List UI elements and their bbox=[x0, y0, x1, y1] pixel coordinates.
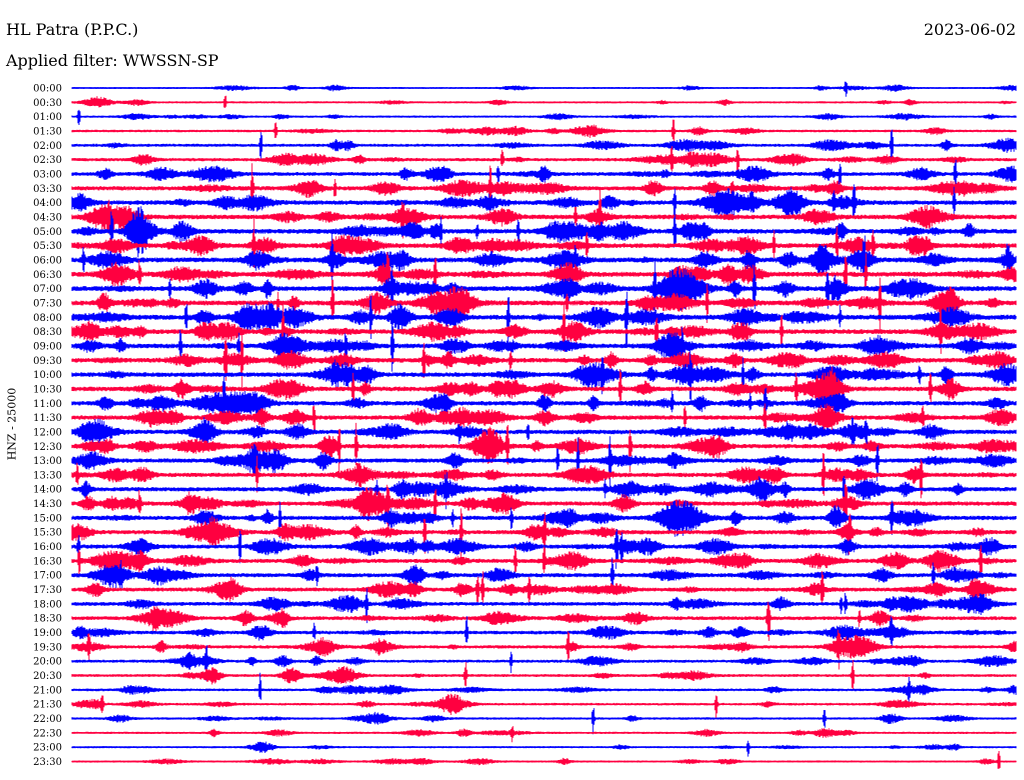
row-time-label: 01:00 bbox=[33, 112, 62, 123]
row-time-label: 11:30 bbox=[33, 413, 62, 424]
row-time-label: 05:30 bbox=[33, 241, 62, 252]
row-time-label: 08:30 bbox=[33, 327, 62, 338]
row-time-label: 17:30 bbox=[33, 585, 62, 596]
row-time-label: 07:00 bbox=[33, 284, 62, 295]
row-time-label: 03:00 bbox=[33, 169, 62, 180]
row-time-label: 22:30 bbox=[33, 728, 62, 739]
trace-row bbox=[71, 751, 1017, 769]
row-time-label: 20:00 bbox=[33, 657, 62, 668]
row-time-label: 08:00 bbox=[33, 313, 62, 324]
row-time-label: 10:30 bbox=[33, 384, 62, 395]
row-time-label: 02:00 bbox=[33, 141, 62, 152]
row-time-label: 15:00 bbox=[33, 513, 62, 524]
row-time-label: 12:30 bbox=[33, 442, 62, 453]
row-time-label: 13:30 bbox=[33, 470, 62, 481]
row-time-label: 14:30 bbox=[33, 499, 62, 510]
station-title: HL Patra (P.P.C.) bbox=[6, 20, 139, 39]
trace-row bbox=[71, 740, 1017, 757]
row-time-label: 15:30 bbox=[33, 528, 62, 539]
row-time-label: 17:00 bbox=[33, 571, 62, 582]
row-time-label: 20:30 bbox=[33, 671, 62, 682]
row-time-label: 04:30 bbox=[33, 212, 62, 223]
row-time-label: 00:30 bbox=[33, 98, 62, 109]
row-time-label: 05:00 bbox=[33, 227, 62, 238]
row-time-label: 12:00 bbox=[33, 427, 62, 438]
row-time-label: 14:00 bbox=[33, 485, 62, 496]
row-time-label: 16:00 bbox=[33, 542, 62, 553]
trace-row bbox=[71, 726, 1017, 743]
row-time-label: 01:30 bbox=[33, 126, 62, 137]
row-time-label: 03:30 bbox=[33, 184, 62, 195]
row-time-label: 21:00 bbox=[33, 685, 62, 696]
trace-row bbox=[71, 693, 1017, 719]
row-time-label: 16:30 bbox=[33, 556, 62, 567]
row-time-label: 11:00 bbox=[33, 399, 62, 410]
date-label: 2023-06-02 bbox=[923, 20, 1016, 39]
row-time-label: 19:30 bbox=[33, 642, 62, 653]
row-time-label: 04:00 bbox=[33, 198, 62, 209]
row-time-label: 21:30 bbox=[33, 700, 62, 711]
row-time-label: 09:00 bbox=[33, 341, 62, 352]
row-time-label: 00:00 bbox=[33, 84, 62, 95]
row-time-label: 18:00 bbox=[33, 599, 62, 610]
row-time-label: 23:30 bbox=[33, 757, 62, 768]
filter-label: Applied filter: WWSSN-SP bbox=[6, 51, 219, 70]
trace-row bbox=[71, 81, 1017, 97]
row-time-label: 02:30 bbox=[33, 155, 62, 166]
row-time-label: 18:30 bbox=[33, 614, 62, 625]
trace-row bbox=[71, 109, 1017, 125]
row-time-label: 19:00 bbox=[33, 628, 62, 639]
row-time-label: 06:30 bbox=[33, 270, 62, 281]
row-time-label: 07:30 bbox=[33, 298, 62, 309]
row-time-label: 06:00 bbox=[33, 255, 62, 266]
row-time-label: 10:00 bbox=[33, 370, 62, 381]
row-time-label: 09:30 bbox=[33, 356, 62, 367]
row-time-label: 13:00 bbox=[33, 456, 62, 467]
row-time-label: 22:00 bbox=[33, 714, 62, 725]
row-time-label: 23:00 bbox=[33, 743, 62, 754]
